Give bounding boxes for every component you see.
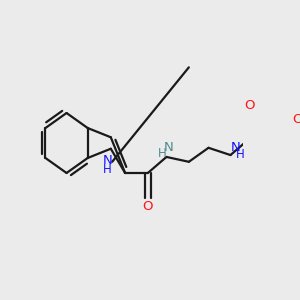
Text: H: H [103,163,112,176]
Text: H: H [158,147,167,161]
Text: N: N [103,154,112,167]
Text: H: H [236,148,244,160]
Text: N: N [164,141,174,154]
Text: O: O [142,200,153,213]
Text: O: O [244,99,254,112]
Text: O: O [292,113,300,127]
Text: N: N [230,140,240,154]
